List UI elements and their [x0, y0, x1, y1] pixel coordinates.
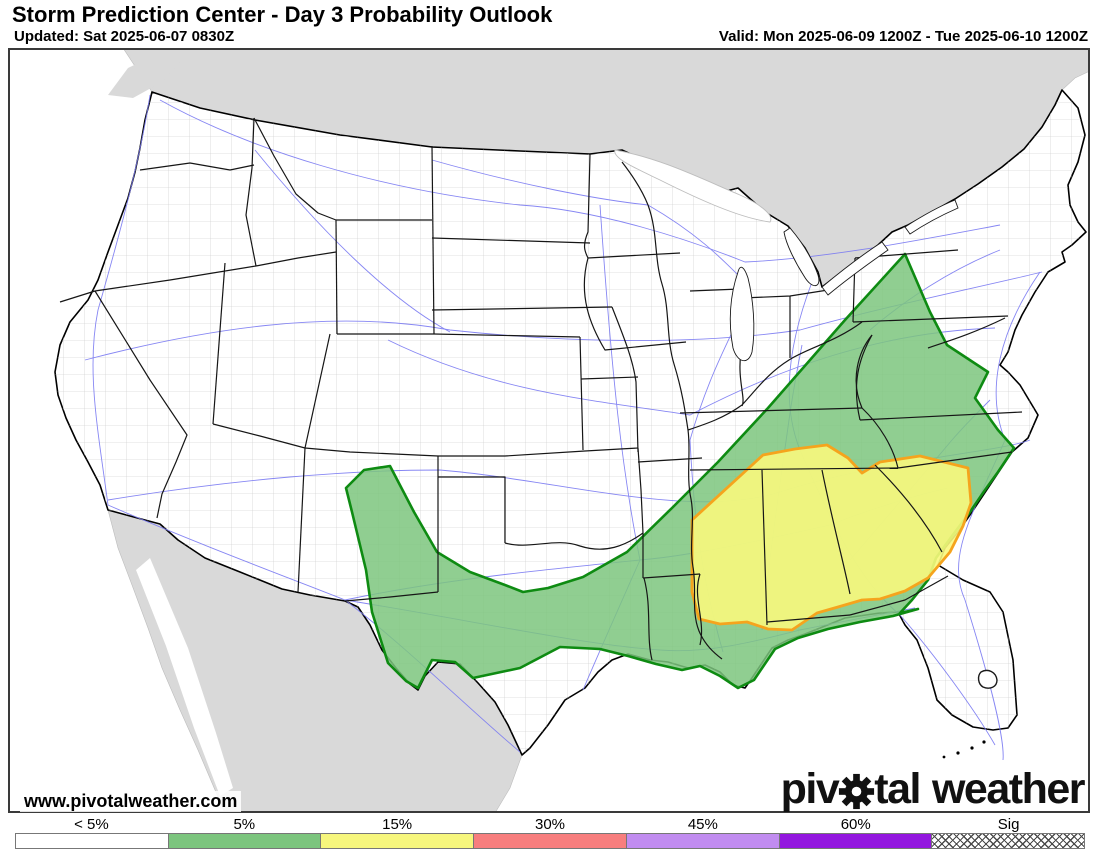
great-lakes	[614, 149, 998, 689]
legend-label: 15%	[382, 816, 413, 833]
pivotal-weather-logo: piv tal weather	[780, 763, 1086, 815]
lake-ontario	[904, 199, 959, 235]
pivotalweather-url[interactable]: www.pivotalweather.com	[20, 791, 242, 812]
legend-color-bar	[15, 833, 1085, 849]
logo-text-tal: tal	[874, 764, 921, 813]
legend-label: 30%	[534, 816, 566, 833]
legend-swatch-15	[321, 834, 475, 848]
state-borders	[59, 117, 1023, 661]
lake-erie	[821, 241, 889, 296]
legend-swatch-60	[779, 834, 933, 848]
legend-swatch-5	[168, 834, 322, 848]
legend-swatch-30	[474, 834, 627, 848]
logo-text-weather: weather	[931, 764, 1086, 813]
updated-timestamp: Updated: Sat 2025-06-07 0830Z	[14, 28, 235, 45]
map-frame-border	[8, 48, 1090, 813]
lake-huron	[783, 227, 820, 287]
lake-okeechobee	[977, 669, 998, 689]
probability-area-15pct	[690, 443, 973, 632]
legend-label: Sig	[997, 816, 1020, 833]
legend-label: 5%	[233, 816, 256, 833]
lake-michigan	[729, 266, 755, 362]
vancouver-island	[108, 55, 182, 98]
gulf-of-california	[136, 558, 233, 796]
legend-label: 45%	[687, 816, 718, 833]
legend-labels: < 5% 5% 15% 30% 45% 60% Sig	[15, 817, 1085, 832]
florida-keys	[942, 740, 986, 759]
legend-label: 60%	[840, 816, 871, 833]
legend-swatch-sig	[932, 834, 1085, 848]
legend-swatch-lt5	[16, 834, 169, 848]
gear-icon	[839, 773, 875, 809]
page-title: Storm Prediction Center - Day 3 Probabil…	[12, 2, 553, 27]
probability-legend: < 5% 5% 15% 30% 45% 60% Sig	[15, 817, 1085, 849]
valid-period: Valid: Mon 2025-06-09 1200Z - Tue 2025-0…	[718, 28, 1088, 45]
logo-text-piv: piv	[780, 764, 840, 813]
legend-swatch-45	[626, 834, 780, 848]
legend-label: < 5%	[74, 816, 109, 833]
lake-superior	[614, 149, 772, 223]
